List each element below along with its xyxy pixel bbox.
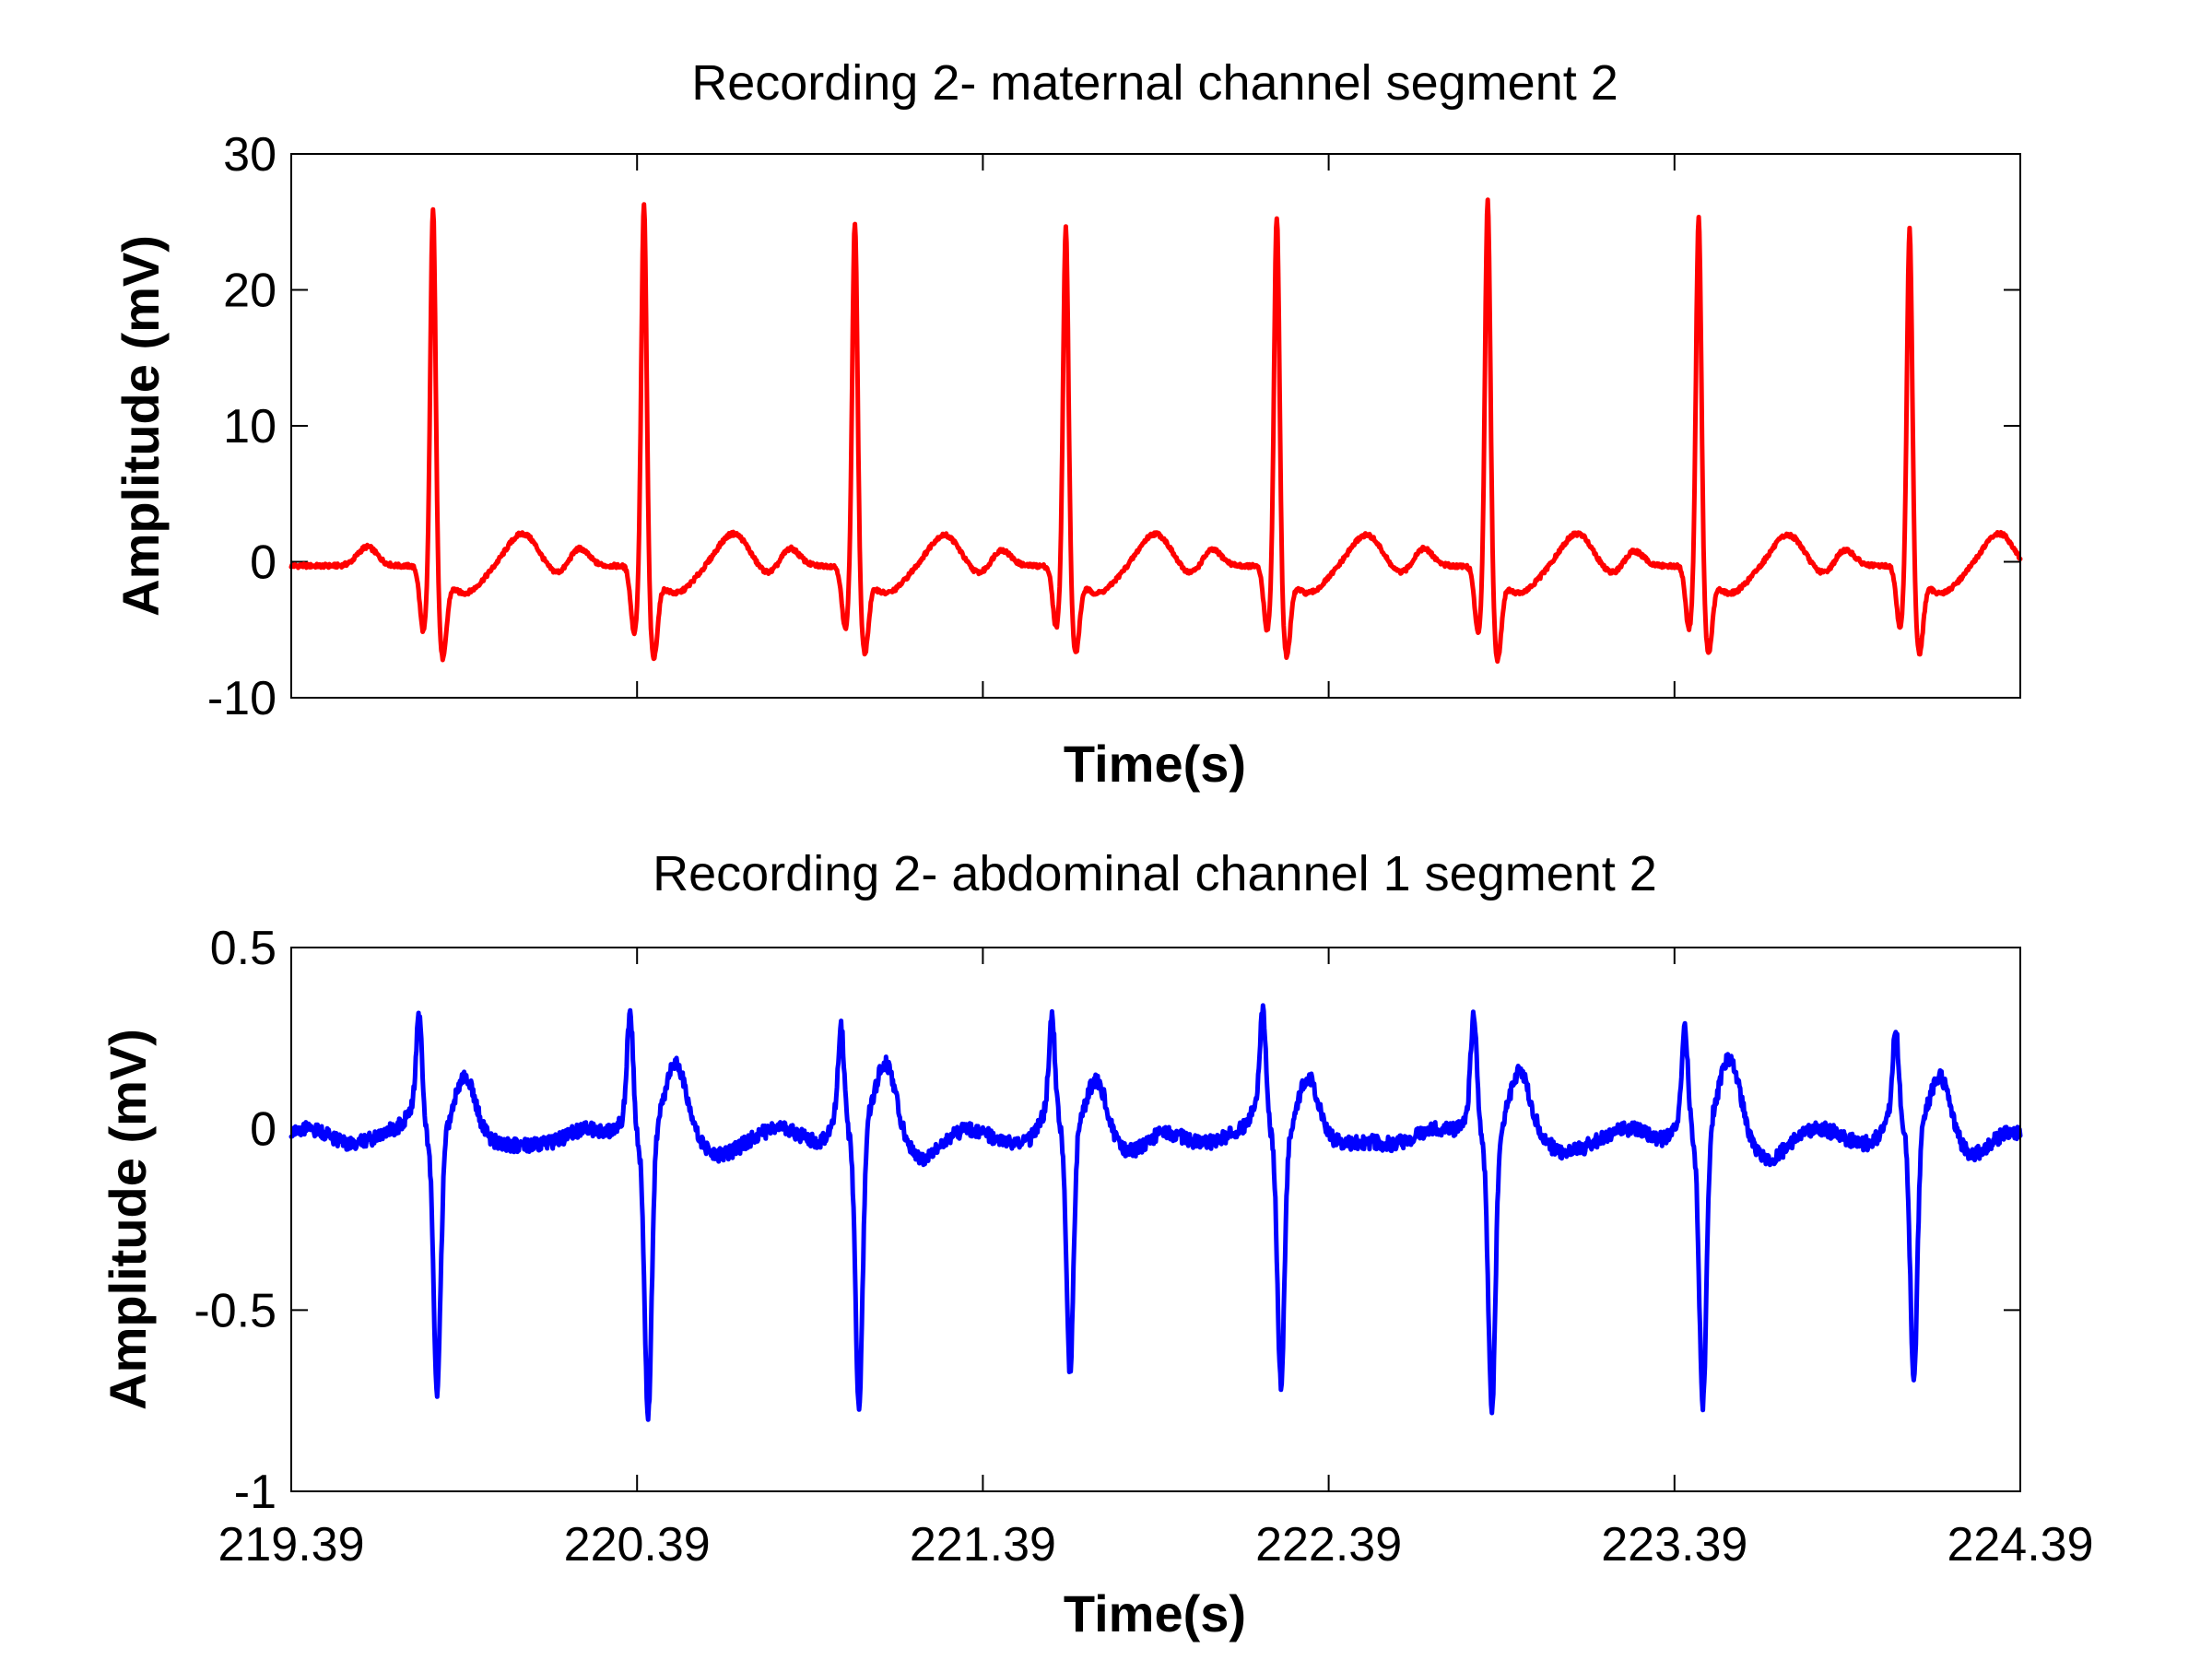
- abdominal-y-tick-label-3: 0.5: [210, 922, 276, 975]
- maternal-chart-title: Recording 2- maternal channel segment 2: [691, 55, 1618, 111]
- abdominal-x-tick-label-1: 220.39: [564, 1518, 711, 1572]
- abdominal-axes-box: [290, 947, 2021, 1492]
- maternal-y-ticks: -10 0 10 20 30: [207, 128, 2020, 725]
- maternal-y-tick-label-3: 20: [223, 265, 276, 318]
- abdominal-chart-title: Recording 2- abdominal channel 1 segment…: [653, 846, 1657, 901]
- abdominal-y-ticks: -1 -0.5 0 0.5: [194, 922, 2020, 1519]
- abdominal-x-ticks: 219.39 220.39 221.39 222.39 223.39 224.39: [218, 948, 2094, 1572]
- abdominal-x-tick-label-0: 219.39: [218, 1518, 364, 1572]
- abdominal-x-tick-label-2: 221.39: [910, 1518, 1056, 1572]
- maternal-y-tick-label-1: 0: [250, 536, 276, 590]
- maternal-ecg-trace: [288, 197, 2023, 665]
- abdominal-ecg-trace: [288, 1003, 2023, 1422]
- abdominal-x-tick-label-4: 223.39: [1601, 1518, 1747, 1572]
- abdominal-y-tick-label-0: -1: [234, 1466, 276, 1519]
- maternal-x-axis-label: Time(s): [1064, 735, 1246, 793]
- maternal-chart: Recording 2- maternal channel segment 2 …: [112, 55, 2023, 793]
- maternal-y-tick-label-2: 10: [223, 400, 276, 453]
- abdominal-x-tick-label-3: 222.39: [1255, 1518, 1402, 1572]
- abdominal-y-tick-label-2: 0: [250, 1103, 276, 1157]
- abdominal-x-tick-label-5: 224.39: [1947, 1518, 2093, 1572]
- maternal-y-axis-label: Amplitude (mV): [112, 235, 170, 617]
- abdominal-y-axis-label: Amplitude (mV): [99, 1029, 157, 1410]
- abdominal-y-tick-label-1: -0.5: [194, 1284, 276, 1337]
- maternal-y-tick-label-4: 30: [223, 128, 276, 182]
- maternal-y-tick-label-0: -10: [207, 672, 276, 725]
- abdominal-chart: Recording 2- abdominal channel 1 segment…: [99, 846, 2094, 1642]
- maternal-axes-box: [290, 153, 2021, 699]
- abdominal-x-axis-label: Time(s): [1064, 1584, 1246, 1642]
